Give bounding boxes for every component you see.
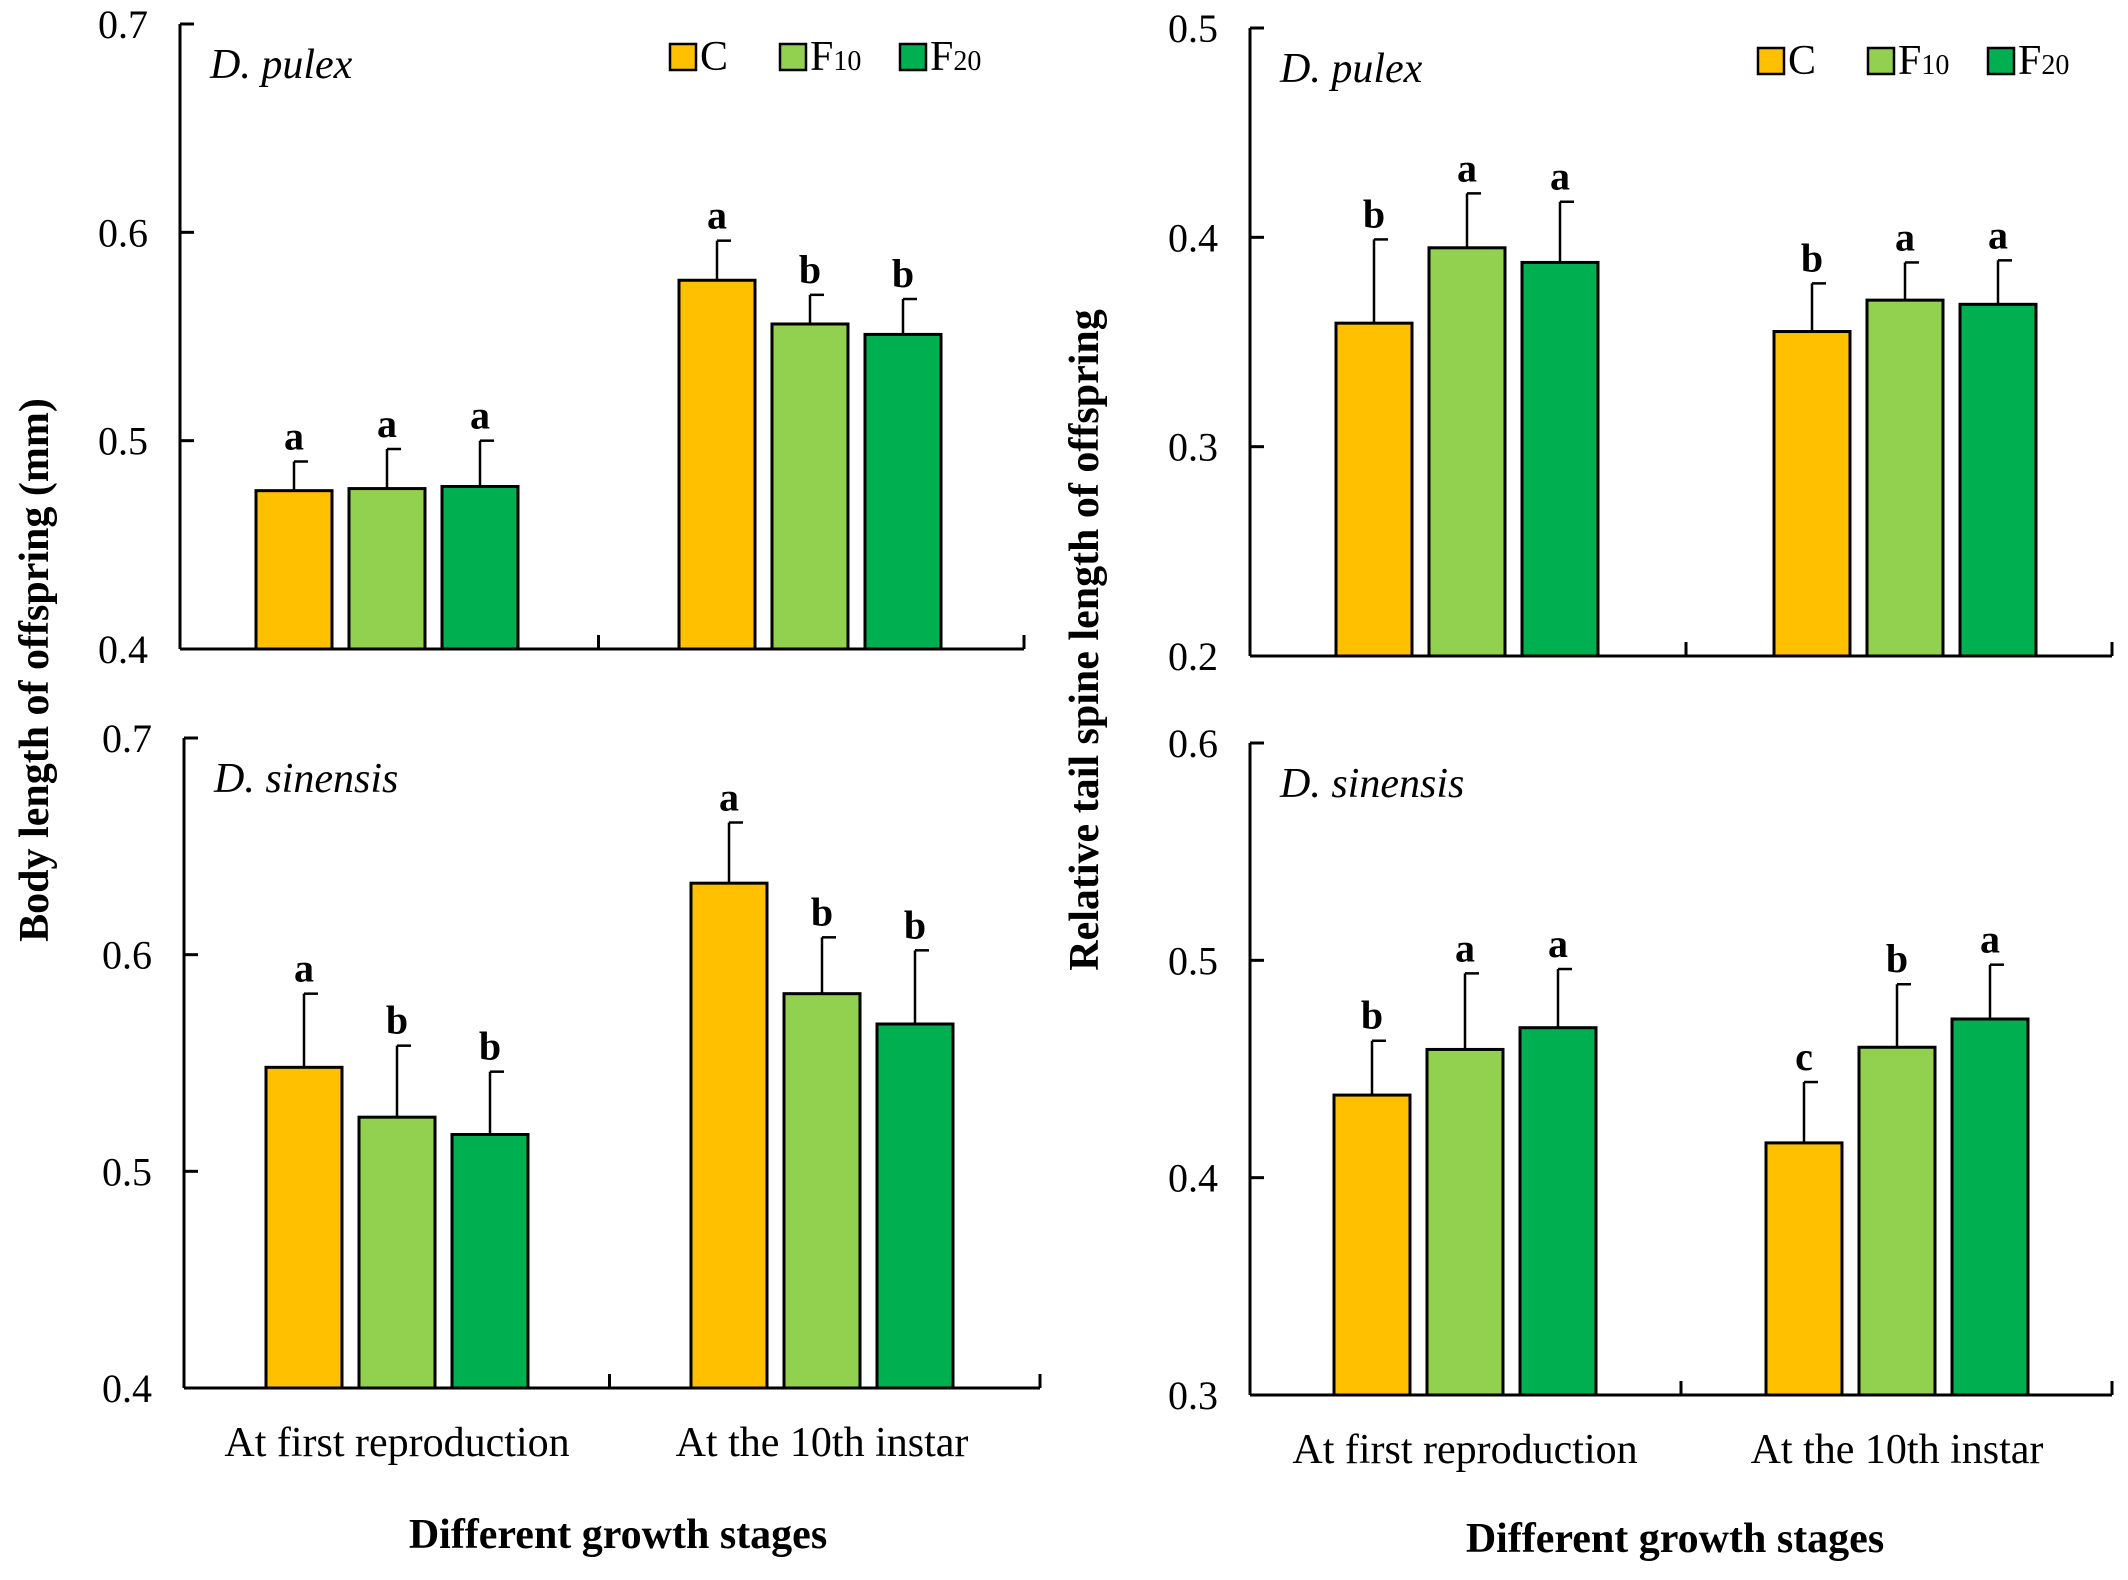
y-tick-label: 0.5 xyxy=(98,419,148,464)
panel-species-label: D. sinensis xyxy=(213,756,398,802)
bar-F10-2 xyxy=(1857,1045,1937,1397)
legend-label-F10: F10 xyxy=(1898,38,1949,84)
y-tick-label: 0.3 xyxy=(1168,425,1218,470)
sig-letter-C-1: a xyxy=(294,946,314,991)
sig-letter-F20-2: a xyxy=(1980,917,2000,962)
bar-C-2 xyxy=(677,278,757,651)
bar-F10-2 xyxy=(770,322,850,651)
legend-label-C: C xyxy=(700,34,728,80)
y-tick-label: 0.6 xyxy=(102,933,152,978)
panel-species-label: D. pulex xyxy=(209,42,353,88)
y-tick-label: 0.4 xyxy=(102,1366,152,1411)
y-tick-label: 0.7 xyxy=(102,716,152,761)
y-tick-label: 0.4 xyxy=(1168,215,1218,260)
legend-swatch-F20 xyxy=(898,42,928,72)
chart-panel-3: 0.4 0.5 0.6 0.7 a a b b b b D. sinensis At first re… xyxy=(102,716,1042,1466)
sig-letter-F20-1: a xyxy=(1550,154,1570,199)
x-category-label: At the 10th instar xyxy=(676,1420,969,1466)
right-x-axis-title: Different growth stages xyxy=(1466,1516,1884,1562)
bar-C-1 xyxy=(254,489,334,651)
bar-F10-2 xyxy=(1865,298,1945,658)
left-x-axis-title: Different growth stages xyxy=(409,1512,827,1558)
sig-letter-F10-2: b xyxy=(811,889,833,934)
sig-letter-C-2: c xyxy=(1795,1034,1813,1079)
sig-letter-F10-1: a xyxy=(1457,145,1477,190)
bar-C-1 xyxy=(264,1065,344,1390)
panel-species-label: D. pulex xyxy=(1279,46,1423,92)
bar-F20-1 xyxy=(450,1133,530,1390)
y-tick-label: 0.5 xyxy=(102,1149,152,1194)
bar-F20-2 xyxy=(1958,302,2038,658)
bar-F20-2 xyxy=(1950,1017,2030,1397)
left-y-axis-title: Body length of offspring (mm) xyxy=(12,398,58,942)
bar-C-1 xyxy=(1334,321,1414,658)
y-tick-label: 0.4 xyxy=(1168,1156,1218,1201)
sig-letter-C-2: a xyxy=(719,775,739,820)
sig-letter-F20-1: a xyxy=(470,393,490,438)
sig-letter-C-2: a xyxy=(707,193,727,238)
y-tick-label: 0.6 xyxy=(98,210,148,255)
sig-letter-C-1: b xyxy=(1361,993,1383,1038)
legend-swatch-F10 xyxy=(778,42,808,72)
bar-F10-1 xyxy=(347,487,427,651)
x-category-label: At first reproduction xyxy=(1292,1427,1637,1473)
legend-swatch-F10 xyxy=(1866,46,1896,76)
sig-letter-C-1: a xyxy=(284,414,304,459)
sig-letter-F10-2: a xyxy=(1895,214,1915,259)
y-tick-label: 0.7 xyxy=(98,2,148,47)
chart-panel-4: 0.3 0.4 0.5 0.6 b c a b a a D. sinensis At first re… xyxy=(1168,721,2114,1473)
bar-C-2 xyxy=(689,881,769,1390)
chart-panel-1: 0.4 0.5 0.6 0.7 a a a b a b D. pulex C F10 F20 xyxy=(98,2,1026,672)
right-y-axis-title: Relative tail spine length of offspring xyxy=(1062,309,1108,970)
y-tick-label: 0.2 xyxy=(1168,634,1218,679)
sig-letter-F20-2: b xyxy=(904,902,926,947)
legend-label-F10: F10 xyxy=(810,34,861,80)
bar-F10-1 xyxy=(1427,246,1507,658)
bar-C-2 xyxy=(1772,330,1852,658)
y-tick-label: 0.3 xyxy=(1168,1373,1218,1418)
bar-F10-1 xyxy=(357,1115,437,1390)
sig-letter-F20-1: b xyxy=(479,1024,501,1069)
bar-F20-1 xyxy=(1518,1026,1598,1397)
sig-letter-F10-1: a xyxy=(377,401,397,446)
legend-swatch-C xyxy=(668,42,698,72)
legend-label-F20: F20 xyxy=(2018,38,2069,84)
sig-letter-C-1: b xyxy=(1363,191,1385,236)
y-tick-label: 0.5 xyxy=(1168,938,1218,983)
bar-C-1 xyxy=(1332,1093,1412,1397)
bar-F20-2 xyxy=(875,1022,955,1390)
y-tick-label: 0.4 xyxy=(98,627,148,672)
bar-F10-1 xyxy=(1425,1047,1505,1397)
x-category-label: At the 10th instar xyxy=(1751,1427,2044,1473)
sig-letter-F20-1: a xyxy=(1548,921,1568,966)
sig-letter-F20-2: b xyxy=(892,251,914,296)
panel-species-label: D. sinensis xyxy=(1279,761,1464,807)
bar-F20-2 xyxy=(863,332,943,651)
x-category-label: At first reproduction xyxy=(224,1420,569,1466)
y-tick-label: 0.5 xyxy=(1168,6,1218,51)
sig-letter-F10-2: b xyxy=(1886,936,1908,981)
sig-letter-F10-1: b xyxy=(386,998,408,1043)
bar-F10-2 xyxy=(782,992,862,1390)
y-tick-label: 0.6 xyxy=(1168,721,1218,766)
chart-panel-2: 0.2 0.3 0.4 0.5 b b a a a a D. pulex C F10 F20 xyxy=(1168,6,2114,679)
sig-letter-F10-1: a xyxy=(1455,925,1475,970)
legend-swatch-C xyxy=(1756,46,1786,76)
sig-letter-C-2: b xyxy=(1801,235,1823,280)
bar-F20-1 xyxy=(440,485,520,651)
legend-swatch-F20 xyxy=(1986,46,2016,76)
sig-letter-F10-2: b xyxy=(799,247,821,292)
legend-label-F20: F20 xyxy=(930,34,981,80)
bar-F20-1 xyxy=(1520,260,1600,658)
bar-C-2 xyxy=(1764,1141,1844,1397)
sig-letter-F20-2: a xyxy=(1988,212,2008,257)
legend-label-C: C xyxy=(1788,38,1816,84)
